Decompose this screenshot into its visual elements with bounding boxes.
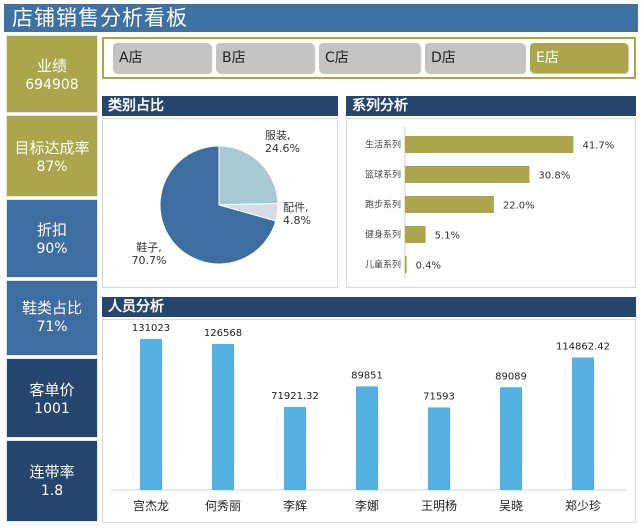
series-bar bbox=[405, 226, 426, 243]
pie-slice-0 bbox=[218, 145, 279, 206]
staff-name-label: 郑少珍 bbox=[565, 498, 601, 513]
store-button-a-label: A店 bbox=[119, 50, 143, 66]
kpi-discount-value: 90% bbox=[36, 241, 68, 257]
staff-bar-chart: 131023 宫杰龙 126568 何秀丽 71921.32 李辉 89851 李娜 71593… bbox=[111, 323, 627, 513]
staff-name-label: 宫杰龙 bbox=[133, 498, 169, 513]
category-pie-panel: 服装, 24.6% 配件, 4.8% 鞋子, 70.7% bbox=[102, 118, 338, 288]
series-value-label: 5.1% bbox=[435, 231, 460, 242]
store-button-b-label: B店 bbox=[222, 50, 246, 66]
category-section-header: 类别占比 bbox=[102, 96, 338, 116]
staff-bar bbox=[140, 338, 162, 490]
series-section-header: 系列分析 bbox=[346, 96, 636, 116]
series-category-label: 篮球系列 bbox=[365, 169, 401, 181]
kpi-attach-rate-value: 1.8 bbox=[40, 483, 64, 499]
store-button-a[interactable]: A店 bbox=[113, 43, 211, 73]
store-button-d[interactable]: D店 bbox=[425, 43, 525, 73]
staff-section-title: 人员分析 bbox=[108, 299, 164, 315]
staff-value-label: 126568 bbox=[204, 328, 242, 339]
staff-bar bbox=[212, 344, 234, 490]
series-value-label: 41.7% bbox=[582, 141, 614, 152]
series-bar-chart: 生活系列 41.7% 篮球系列 30.8% 跑步系列 22.0% 健身系列 5.1% 儿童系列 0… bbox=[365, 127, 614, 279]
pie-slice-2 bbox=[159, 145, 277, 265]
kpi-avg-order-label: 客单价 bbox=[29, 381, 75, 399]
staff-value-label: 71921.32 bbox=[271, 391, 319, 402]
kpi-shoe-share: 鞋类占比 71% bbox=[6, 280, 98, 356]
kpi-shoe-share-label: 鞋类占比 bbox=[21, 299, 82, 317]
staff-bar bbox=[356, 386, 378, 490]
staff-name-label: 何秀丽 bbox=[205, 499, 241, 513]
kpi-attach-rate: 连带率 1.8 bbox=[6, 440, 98, 522]
store-button-e-label: E店 bbox=[536, 50, 559, 66]
store-button-e[interactable]: E店 bbox=[530, 43, 628, 73]
staff-bar bbox=[500, 387, 522, 490]
kpi-target-rate-value: 87% bbox=[36, 159, 68, 175]
staff-value-label: 89089 bbox=[495, 371, 527, 382]
kpi-discount-label: 折扣 bbox=[36, 221, 67, 239]
series-bar bbox=[405, 256, 407, 273]
staff-section-header: 人员分析 bbox=[102, 297, 636, 317]
kpi-sales: 业绩 694908 bbox=[6, 35, 98, 113]
staff-value-label: 131023 bbox=[132, 323, 170, 334]
series-category-label: 生活系列 bbox=[365, 139, 401, 151]
series-value-label: 0.4% bbox=[416, 261, 441, 272]
kpi-target-rate: 目标达成率 87% bbox=[6, 115, 98, 197]
pie-label-1: 配件, 4.8% bbox=[283, 201, 311, 227]
series-value-label: 30.8% bbox=[538, 171, 570, 182]
category-section-title: 类别占比 bbox=[108, 98, 164, 114]
series-value-label: 22.0% bbox=[503, 201, 535, 212]
series-bar-panel: 生活系列 41.7% 篮球系列 30.8% 跑步系列 22.0% 健身系列 5.1% 儿童系列 0… bbox=[346, 118, 636, 288]
pie-label-2: 鞋子, 70.7% bbox=[132, 240, 167, 267]
series-category-label: 儿童系列 bbox=[365, 259, 401, 271]
staff-name-label: 王明杨 bbox=[421, 498, 457, 513]
kpi-avg-order-value: 1001 bbox=[34, 401, 70, 417]
series-category-label: 健身系列 bbox=[365, 229, 401, 241]
store-button-d-label: D店 bbox=[431, 50, 456, 66]
series-category-label: 跑步系列 bbox=[365, 199, 401, 211]
pie-label-0: 服装, 24.6% bbox=[265, 129, 300, 155]
kpi-discount: 折扣 90% bbox=[6, 199, 98, 278]
staff-bar bbox=[572, 357, 594, 490]
kpi-shoe-share-value: 71% bbox=[36, 319, 68, 335]
dashboard-title: 店铺销售分析看板 bbox=[12, 6, 188, 30]
series-bar bbox=[405, 136, 574, 153]
kpi-attach-rate-label: 连带率 bbox=[29, 463, 75, 481]
kpi-target-rate-label: 目标达成率 bbox=[14, 139, 90, 157]
store-button-c-label: C店 bbox=[325, 50, 349, 66]
staff-bar bbox=[428, 407, 450, 490]
staff-bar bbox=[284, 407, 306, 490]
category-pie-chart: 服装, 24.6% 配件, 4.8% 鞋子, 70.7% bbox=[132, 129, 311, 267]
series-bar bbox=[405, 196, 494, 213]
kpi-avg-order: 客单价 1001 bbox=[6, 358, 98, 438]
store-button-b[interactable]: B店 bbox=[216, 43, 314, 73]
staff-name-label: 李辉 bbox=[283, 498, 307, 513]
store-button-c[interactable]: C店 bbox=[319, 43, 420, 73]
series-bar bbox=[405, 166, 530, 183]
kpi-sales-value: 694908 bbox=[25, 77, 79, 93]
series-section-title: 系列分析 bbox=[352, 98, 408, 114]
staff-value-label: 89851 bbox=[351, 370, 383, 381]
dashboard-title-bar: 店铺销售分析看板 bbox=[4, 4, 638, 32]
staff-name-label: 吴晓 bbox=[499, 499, 523, 513]
staff-bar-panel: 131023 宫杰龙 126568 何秀丽 71921.32 李辉 89851 李娜 71593… bbox=[102, 319, 636, 523]
store-slicer: A店 B店 C店 D店 E店 bbox=[102, 37, 636, 79]
staff-value-label: 114862.42 bbox=[556, 342, 610, 353]
staff-value-label: 71593 bbox=[423, 391, 455, 402]
kpi-sales-label: 业绩 bbox=[36, 57, 67, 75]
staff-name-label: 李娜 bbox=[355, 498, 379, 513]
